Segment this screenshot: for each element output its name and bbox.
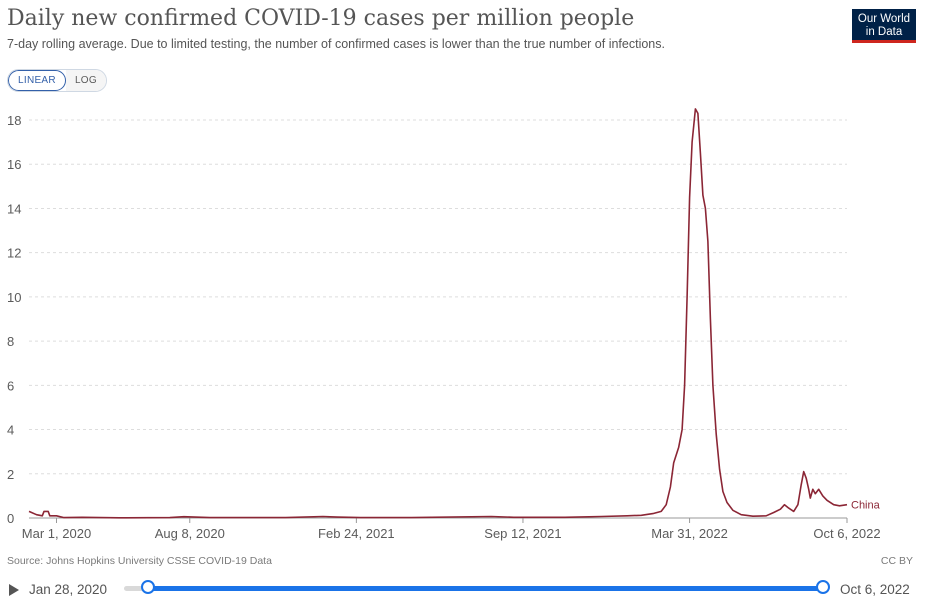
timeline-start-handle[interactable]: [141, 580, 155, 594]
timeline: Jan 28, 2020 Oct 6, 2022: [0, 576, 925, 603]
timeline-selected-range[interactable]: [148, 586, 823, 591]
y-tick-label: 12: [7, 246, 21, 261]
x-tick-label: Feb 24, 2021: [318, 526, 395, 541]
y-tick-label: 10: [7, 290, 21, 305]
y-tick-label: 16: [7, 157, 21, 172]
y-tick-label: 14: [7, 201, 21, 216]
series-end-label: China: [851, 500, 881, 512]
source-note[interactable]: Source: Johns Hopkins University CSSE CO…: [7, 555, 272, 567]
timeline-start-label: Jan 28, 2020: [29, 582, 108, 597]
y-tick-label: 4: [7, 423, 14, 438]
logo-accent-bar: [852, 40, 916, 43]
y-tick-label: 0: [7, 511, 14, 526]
play-icon[interactable]: [9, 584, 19, 596]
y-tick-label: 18: [7, 113, 21, 128]
x-tick-label: Oct 6, 2022: [813, 526, 880, 541]
license-label[interactable]: CC BY: [880, 555, 913, 567]
chart-subtitle: 7-day rolling average. Due to limited te…: [7, 37, 665, 51]
y-tick-label: 6: [7, 378, 14, 393]
scale-toggle: LINEAR LOG: [7, 69, 107, 92]
x-tick-label: Mar 1, 2020: [22, 526, 91, 541]
x-tick-label: Aug 8, 2020: [155, 526, 225, 541]
y-tick-label: 8: [7, 334, 14, 349]
timeline-end-label: Oct 6, 2022: [840, 582, 910, 597]
log-scale-button[interactable]: LOG: [65, 70, 106, 91]
logo-line-2: in Data: [865, 26, 903, 38]
x-tick-label: Sep 12, 2021: [484, 526, 561, 541]
y-tick-label: 2: [7, 467, 14, 482]
logo-line-1: Our World: [857, 13, 911, 25]
x-tick-label: Mar 31, 2022: [651, 526, 728, 541]
chart-title: Daily new confirmed COVID-19 cases per m…: [7, 6, 635, 31]
linear-scale-button[interactable]: LINEAR: [8, 70, 66, 91]
line-chart: 0 2 4 6 8 10 12 14 16 18 Mar 1, 2020 Aug 8, 2020 Feb…: [7, 108, 881, 541]
owid-logo[interactable]: Our World in Data: [852, 9, 916, 43]
series-line-china: [28, 108, 848, 519]
timeline-end-handle[interactable]: [816, 580, 830, 594]
